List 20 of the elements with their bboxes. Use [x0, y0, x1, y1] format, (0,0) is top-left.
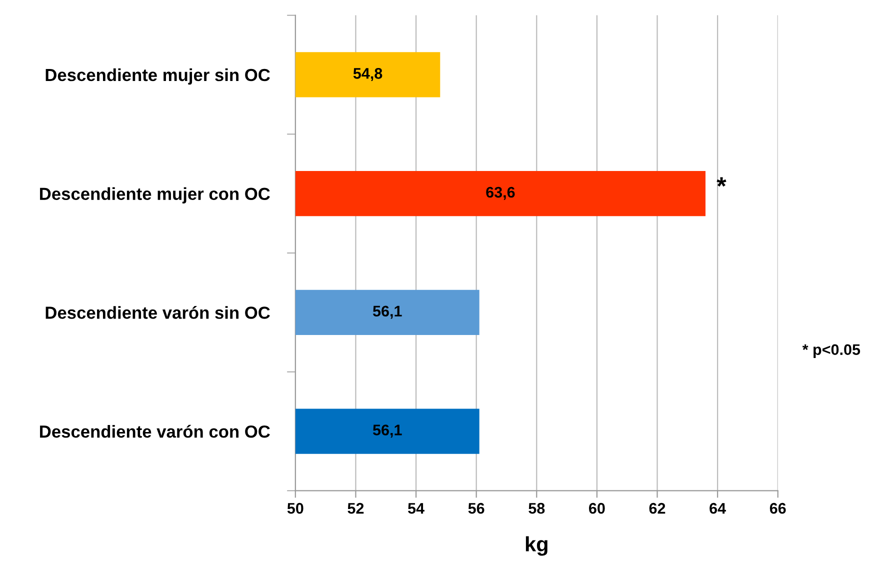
x-tick-label: 54 — [408, 503, 424, 514]
data-label: 56,1 — [372, 424, 402, 438]
x-tick-label: 60 — [589, 502, 605, 514]
x-tick-label: 64 — [710, 502, 726, 514]
x-tick-label: 52 — [348, 502, 364, 514]
x-tick-label: 62 — [649, 502, 666, 514]
y-tick-label: Descendiente varón sin OC — [46, 306, 270, 319]
data-label: 54,8 — [353, 68, 382, 82]
text: * p<0.05 — [802, 344, 860, 358]
y-tick-label: Descendiente varón con OC — [40, 424, 270, 438]
x-tick-label: 50 — [287, 502, 304, 514]
x-tick-label: 56 — [468, 502, 484, 514]
annotation: * — [716, 177, 726, 187]
y-tick-label: Descendiente mujer con OC — [40, 187, 270, 204]
data-label: 56,1 — [372, 306, 402, 319]
x-tick-label: 66 — [770, 502, 786, 514]
x-axis-title: kg — [526, 536, 548, 556]
data-label: 63,6 — [486, 186, 515, 200]
x-tick-label: 58 — [528, 502, 545, 514]
y-tick-label: Descendiente mujer sin OC — [46, 68, 270, 85]
